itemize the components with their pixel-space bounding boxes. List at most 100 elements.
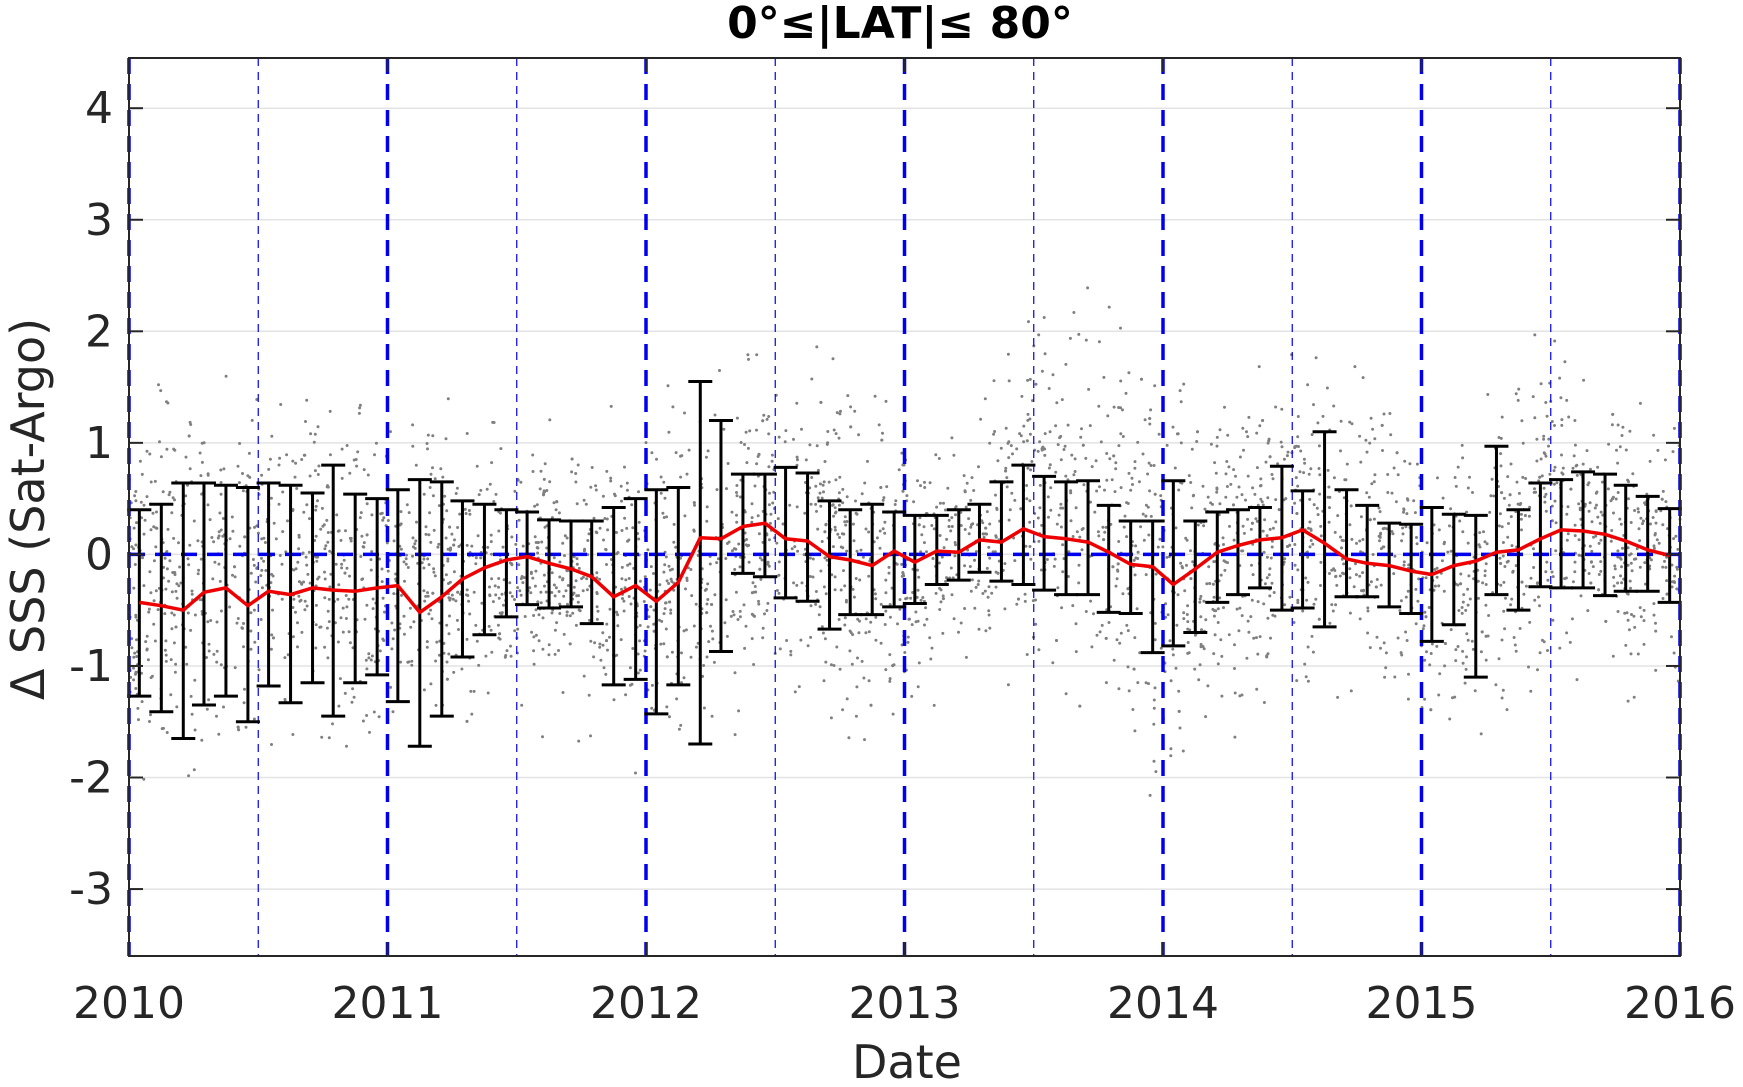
scatter-point — [953, 554, 957, 558]
scatter-point — [317, 464, 321, 468]
scatter-point — [1265, 655, 1269, 659]
scatter-point — [1375, 578, 1379, 581]
scatter-point — [1629, 561, 1633, 565]
scatter-point — [1535, 437, 1539, 441]
scatter-point — [1616, 549, 1620, 553]
scatter-point — [1218, 502, 1222, 506]
scatter-point — [1503, 565, 1507, 568]
scatter-point — [815, 345, 819, 349]
scatter-point — [291, 508, 295, 511]
scatter-point — [465, 637, 469, 641]
scatter-point — [1672, 580, 1676, 584]
scatter-point — [1110, 478, 1114, 482]
scatter-point — [1573, 419, 1577, 422]
scatter-point — [1186, 651, 1190, 655]
scatter-point — [985, 510, 989, 514]
scatter-point — [316, 499, 319, 503]
scatter-point — [1165, 443, 1169, 447]
scatter-point — [667, 564, 671, 568]
scatter-point — [1395, 451, 1399, 455]
scatter-point — [1201, 484, 1205, 488]
scatter-point — [1306, 580, 1310, 584]
scatter-point — [937, 561, 941, 565]
scatter-point — [609, 558, 613, 561]
scatter-point — [163, 612, 167, 616]
scatter-point — [1593, 506, 1597, 510]
scatter-point — [932, 527, 936, 531]
scatter-point — [1285, 454, 1289, 458]
scatter-point — [1513, 643, 1517, 647]
scatter-point — [134, 615, 138, 619]
scatter-point — [1023, 592, 1027, 596]
scatter-point — [1136, 440, 1140, 444]
scatter-point — [457, 545, 461, 548]
scatter-point — [637, 537, 641, 541]
scatter-point — [795, 583, 799, 587]
scatter-point — [314, 646, 318, 650]
scatter-point — [833, 575, 837, 579]
scatter-point — [1026, 412, 1030, 416]
scatter-point — [233, 575, 237, 579]
scatter-point — [1019, 434, 1023, 438]
scatter-point — [884, 609, 888, 613]
scatter-point — [771, 501, 775, 505]
scatter-point — [143, 518, 147, 522]
scatter-point — [1488, 510, 1492, 514]
scatter-point — [1127, 471, 1131, 475]
scatter-point — [1066, 423, 1070, 427]
scatter-point — [1008, 508, 1012, 512]
scatter-point — [1168, 639, 1172, 643]
scatter-point — [822, 480, 826, 484]
scatter-point — [1553, 465, 1557, 469]
scatter-point — [448, 614, 451, 618]
scatter-point — [305, 503, 309, 507]
scatter-point — [904, 597, 908, 601]
scatter-point — [189, 694, 193, 698]
mean-line — [139, 521, 1671, 615]
scatter-point — [1266, 441, 1270, 445]
scatter-point — [1390, 491, 1394, 495]
scatter-point — [390, 621, 394, 625]
scatter-point — [1202, 599, 1206, 603]
scatter-point — [1515, 480, 1519, 484]
scatter-point — [765, 417, 769, 421]
scatter-point — [557, 590, 561, 593]
scatter-point — [706, 598, 710, 601]
scatter-point — [1435, 566, 1439, 570]
scatter-point — [1529, 576, 1533, 580]
scatter-point — [848, 649, 852, 653]
scatter-point — [574, 480, 578, 484]
scatter-point — [274, 537, 278, 541]
scatter-point — [636, 652, 640, 656]
scatter-point — [1328, 495, 1332, 499]
scatter-point — [552, 583, 556, 587]
scatter-point — [1238, 694, 1242, 698]
scatter-point — [1520, 528, 1523, 532]
scatter-point — [726, 462, 730, 465]
scatter-point — [1527, 514, 1531, 518]
scatter-point — [856, 656, 859, 660]
scatter-point — [849, 405, 853, 409]
scatter-point — [1183, 589, 1187, 593]
scatter-point — [1262, 602, 1266, 606]
scatter-point — [1652, 433, 1656, 437]
scatter-point — [503, 655, 507, 659]
scatter-point — [690, 594, 694, 598]
scatter-point — [1359, 550, 1363, 554]
scatter-point — [516, 627, 520, 631]
scatter-point — [1433, 568, 1437, 571]
scatter-point — [1246, 619, 1250, 623]
scatter-point — [233, 666, 237, 670]
scatter-point — [1415, 536, 1418, 539]
scatter-point — [846, 394, 850, 398]
scatter-point — [429, 608, 433, 612]
scatter-point — [175, 582, 179, 586]
scatter-point — [451, 597, 455, 601]
scatter-point — [1670, 563, 1674, 567]
scatter-point — [1308, 545, 1312, 549]
scatter-point — [1461, 600, 1465, 604]
scatter-point — [426, 594, 430, 598]
scatter-point — [1461, 530, 1465, 534]
scatter-point — [685, 579, 689, 582]
scatter-point — [184, 645, 188, 649]
